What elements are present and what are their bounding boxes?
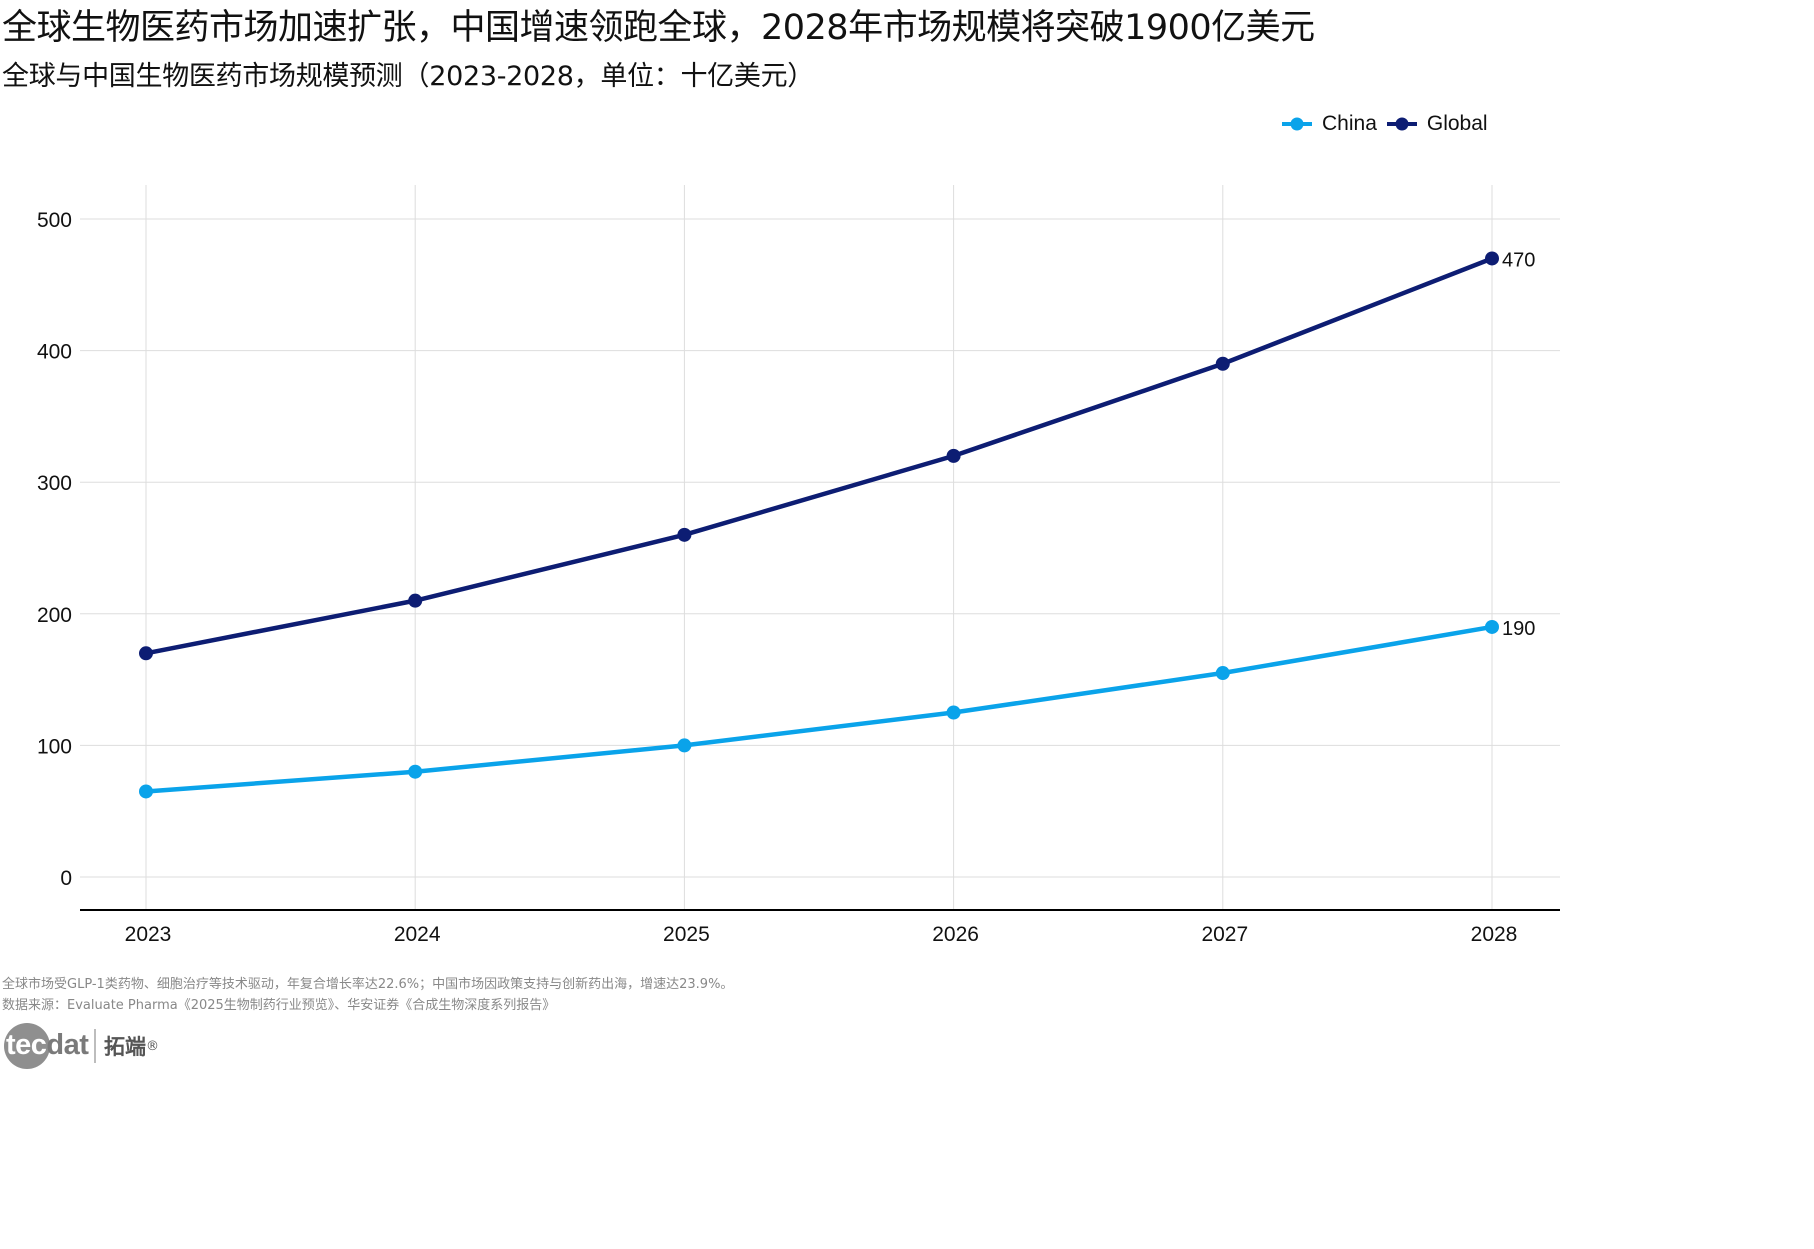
data-point-global <box>1215 356 1230 371</box>
series-line-china <box>143 624 1495 794</box>
x-tick-label: 2024 <box>394 923 441 946</box>
data-source: 数据来源：Evaluate Pharma《2025生物制药行业预览》、华安证券《… <box>2 998 556 1013</box>
y-tick-label: 200 <box>37 604 72 627</box>
legend-key-china <box>1282 117 1312 131</box>
legend-item-china: China <box>1282 112 1377 136</box>
logo-divider <box>94 1029 96 1063</box>
data-point-china <box>1485 619 1499 634</box>
data-point-global <box>408 593 423 608</box>
end-label-china: 190 <box>1502 618 1535 640</box>
legend-dot-china <box>1290 117 1304 131</box>
data-point-china <box>1215 666 1230 681</box>
y-tick-label: 100 <box>37 735 72 758</box>
legend-label-china: China <box>1322 112 1377 135</box>
chart-legend: China Global <box>1282 108 1498 140</box>
legend-label-global: Global <box>1426 112 1488 135</box>
chart-subtitle: 全球与中国生物医药市场规模预测（2023-2028，单位：十亿美元） <box>2 61 814 92</box>
logo-wordmark: tecdat <box>6 1029 89 1061</box>
y-tick-label: 500 <box>37 209 72 232</box>
legend-item-global: Global <box>1386 112 1488 136</box>
data-point-global <box>677 527 692 542</box>
y-tick-label: 400 <box>37 341 72 364</box>
logo-cn-text: 拓端 <box>104 1035 146 1059</box>
brand-logo: tecdat 拓端 ® <box>2 1022 159 1070</box>
data-point-china <box>408 764 423 779</box>
data-point-global <box>1485 251 1499 266</box>
y-tick-label: 300 <box>37 472 72 495</box>
chart-note: 全球市场受GLP-1类药物、细胞治疗等技术驱动，年复合增长率达22.6%；中国市… <box>2 977 734 992</box>
legend-dot-global <box>1395 117 1409 131</box>
data-point-china <box>946 705 961 720</box>
data-point-china <box>139 784 153 799</box>
x-tick-label: 2026 <box>932 923 979 946</box>
end-label-global: 470 <box>1502 249 1535 271</box>
legend-key-global <box>1386 117 1417 131</box>
x-tick-label: 2028 <box>1471 923 1518 946</box>
logo-circle-icon <box>4 1023 50 1069</box>
line-chart: 0 100 200 300 400 500 2023 2024 2025 2026 2027 2028… <box>37 185 1560 946</box>
data-point-global <box>946 448 961 463</box>
logo-registered-mark: ® <box>146 1038 159 1054</box>
data-point-global <box>139 646 153 661</box>
logo-mark: tecdat <box>2 1023 89 1069</box>
x-tick-label: 2023 <box>125 923 172 946</box>
x-tick-label: 2027 <box>1201 923 1248 946</box>
chart-title: 全球生物医药市场加速扩张，中国增速领跑全球，2028年市场规模将突破1900亿美… <box>2 8 1315 48</box>
y-tick-label: 0 <box>60 867 72 890</box>
series-line-global <box>143 256 1495 656</box>
x-tick-label: 2025 <box>663 923 710 946</box>
data-point-china <box>677 738 692 753</box>
